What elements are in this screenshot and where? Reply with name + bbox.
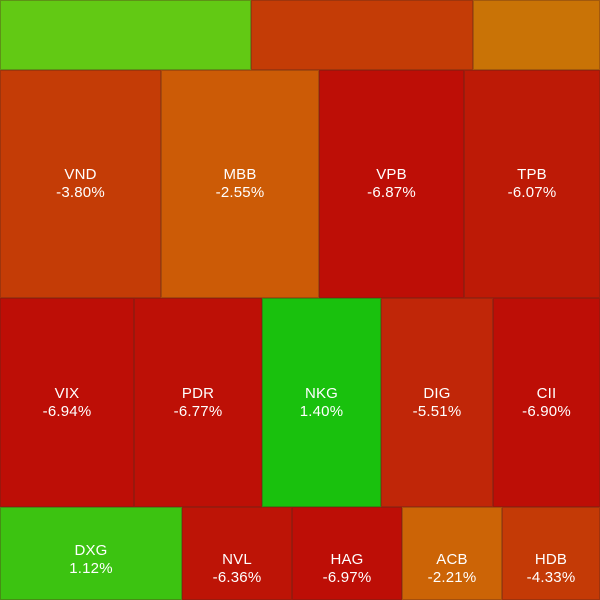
percent-change: -2.21%	[427, 568, 477, 586]
ticker-symbol: MBB	[223, 166, 257, 183]
ticker-symbol: DIG	[423, 384, 451, 402]
ticker-symbol: ACB	[436, 550, 468, 568]
ticker-symbol: CII	[536, 384, 557, 402]
percent-change: -6.36%	[212, 568, 262, 586]
stock-tile-vpb[interactable]: VPB -6.87%	[319, 70, 464, 298]
stock-tile-pdr[interactable]: PDR -6.77%	[134, 298, 262, 507]
ticker-symbol: VND	[64, 166, 97, 183]
percent-change: -6.77%	[173, 402, 223, 420]
stock-tile-partial-3[interactable]	[473, 0, 600, 70]
stock-tile-dig[interactable]: DIG -5.51%	[381, 298, 493, 507]
ticker-symbol: HDB	[534, 550, 568, 568]
stock-tile-vnd[interactable]: VND -3.80%	[0, 70, 161, 298]
ticker-symbol: NKG	[304, 384, 339, 402]
percent-change: -6.97%	[322, 568, 372, 586]
percent-change: -2.55%	[215, 184, 265, 201]
stock-tile-partial-2[interactable]	[251, 0, 473, 70]
percent-change: 1.40%	[299, 402, 344, 420]
ticker-symbol: DXG	[74, 541, 108, 559]
percent-change: -6.87%	[367, 184, 416, 201]
stock-tile-mbb[interactable]: MBB -2.55%	[161, 70, 319, 298]
ticker-symbol: VPB	[376, 166, 407, 183]
ticker-symbol: VIX	[54, 384, 80, 402]
stock-tile-dxg[interactable]: DXG 1.12%	[0, 507, 182, 600]
stock-tile-cii[interactable]: CII -6.90%	[493, 298, 600, 507]
percent-change: -5.51%	[412, 402, 462, 420]
stock-tile-nkg[interactable]: NKG 1.40%	[262, 298, 381, 507]
percent-change: -6.94%	[42, 402, 92, 420]
ticker-symbol: HAG	[330, 550, 364, 568]
percent-change: 1.12%	[69, 559, 113, 577]
stock-tile-hdb[interactable]: HDB -4.33%	[502, 507, 600, 600]
stock-tile-partial-1[interactable]	[0, 0, 251, 70]
ticker-symbol: NVL	[222, 550, 252, 568]
ticker-symbol: PDR	[181, 384, 215, 402]
percent-change: -4.33%	[526, 568, 576, 586]
stock-tile-nvl[interactable]: NVL -6.36%	[182, 507, 292, 600]
stock-tile-hag[interactable]: HAG -6.97%	[292, 507, 402, 600]
percent-change: -6.07%	[507, 184, 557, 201]
stock-tile-vix[interactable]: VIX -6.94%	[0, 298, 134, 507]
percent-change: -6.90%	[522, 402, 571, 420]
stock-tile-tpb[interactable]: TPB -6.07%	[464, 70, 600, 298]
percent-change: -3.80%	[56, 184, 105, 201]
stock-tile-acb[interactable]: ACB -2.21%	[402, 507, 502, 600]
ticker-symbol: TPB	[517, 166, 547, 183]
